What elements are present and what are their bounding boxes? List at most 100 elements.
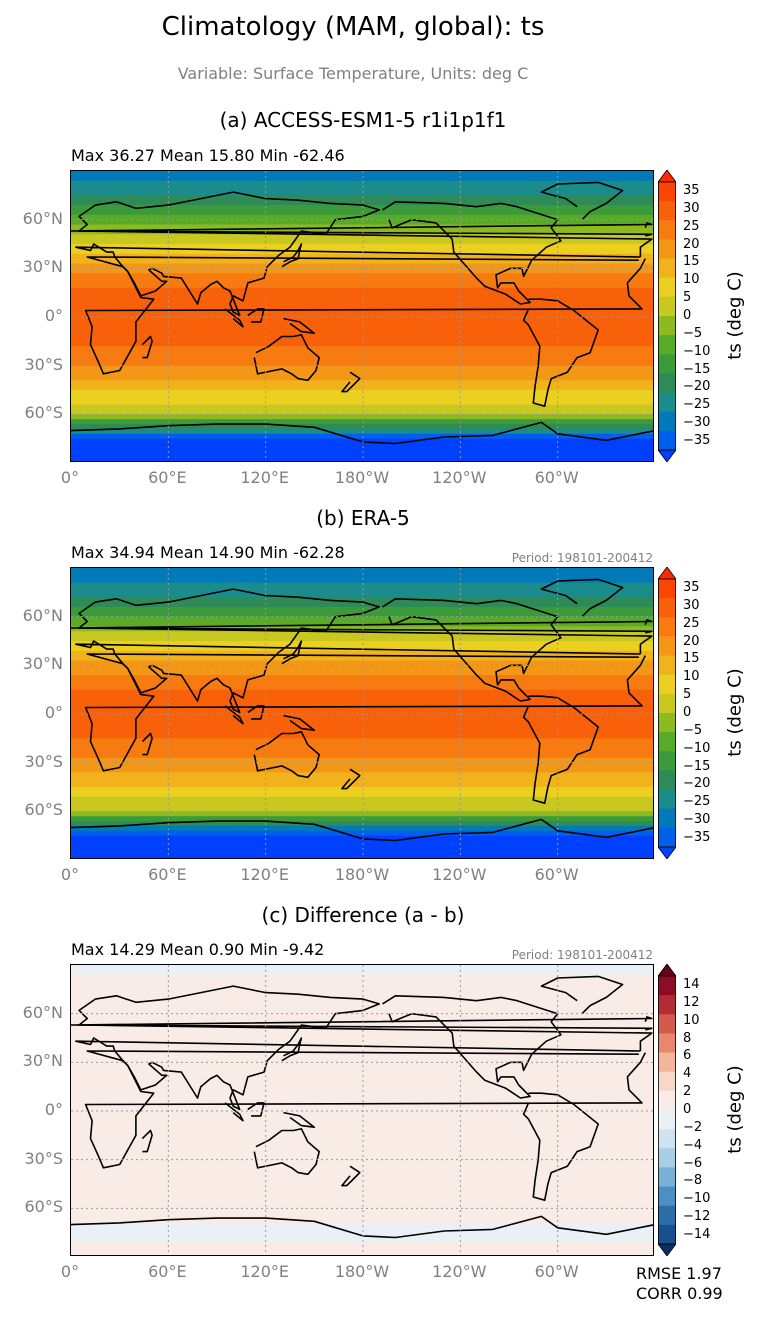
contour-band [71,602,653,608]
colorbar-extend-max [657,169,677,183]
colorbar-swatch [658,335,676,355]
contour-band [71,287,653,294]
contour-band [71,670,653,676]
coastline-1 [75,985,653,1111]
contour-band [71,650,653,657]
contour-band [71,582,653,589]
lat-tick-label: 30°S [24,1148,63,1168]
colorbar-swatch [658,1110,676,1130]
contour-band [71,806,653,812]
lon-tick-label: 120°E [240,468,289,487]
lon-tick-label: 120°W [432,865,487,884]
colorbar-tick-label: 0 [683,705,692,720]
contour-band [71,728,653,735]
colorbar-swatch [658,751,676,771]
coastline-10 [341,768,361,790]
contour-band [71,244,653,250]
panel-a-map [70,170,654,462]
colorbar-tick-label: 15 [683,651,700,667]
contour-band [71,1091,653,1097]
contour-band [71,850,653,856]
contour-band [71,592,653,598]
contour-band [71,317,653,323]
colorbar-tick-label: −14 [683,1227,711,1243]
coastline-2 [253,1128,320,1176]
colorbar-swatch [658,1090,676,1111]
contour-band [71,989,653,995]
contour-band [71,969,653,976]
coastline-7 [281,243,303,268]
coastline-1 [75,588,653,714]
contour-band [71,572,653,579]
lat-tick-label: 30°N [22,257,63,277]
contour-band [71,1149,653,1156]
lat-tick-label: 60°N [22,208,63,228]
contour-band [71,816,653,822]
contour-band [71,840,653,846]
colorbar-swatch [658,1014,676,1034]
contour-band [71,1184,653,1190]
contour-band [71,830,653,837]
contour-band [71,1242,653,1248]
contour-band [71,341,653,347]
contour-band [71,375,653,381]
lat-tick-label: 60°N [22,1002,63,1022]
lat-tick-label: 0° [44,306,63,325]
coastline-11 [247,1102,265,1117]
panel-c-title: (c) Difference (a - b) [261,903,465,927]
colorbar-tick-label: −5 [683,722,703,738]
contour-band [71,253,653,260]
colorbar-swatch [658,277,676,298]
lat-tick-label: 0° [44,703,63,722]
lon-tick-label: 180°W [334,1262,390,1281]
contour-band [71,679,653,686]
lon-tick-label: 60°W [534,468,579,487]
colorbar-tick-label: −10 [683,1191,711,1207]
coastline-8 [71,1016,653,1031]
contour-band [71,292,653,299]
difference-metrics: RMSE 1.97 CORR 0.99 [636,1264,723,1304]
colorbar-swatch [658,411,676,432]
contour-band [71,428,653,435]
colorbar-swatch [658,995,676,1015]
coastline-10 [341,371,361,393]
lon-tick-label: 0° [60,865,80,884]
colorbar-swatch [658,808,676,829]
colorbar-swatch [658,655,676,676]
figure-subtitle: Variable: Surface Temperature, Units: de… [177,64,529,83]
colorbar-swatch [658,1224,676,1245]
colorbar-frame [658,578,677,848]
contour-band [71,718,653,725]
colorbar-tick-label: −30 [683,812,711,828]
contour-band [71,699,653,705]
panel-b-map [70,567,654,859]
colorbar-swatch [658,1186,676,1207]
contour-band [71,577,653,584]
colorbar-tick-label: 5 [683,687,692,703]
panel-b-colorbar [657,566,677,860]
contour-band [71,1081,653,1088]
contour-band [71,965,653,971]
contour-band [71,1193,653,1200]
contour-band [71,994,653,1000]
gridlines [71,568,653,858]
contour-band [71,984,653,990]
contour-band [71,1154,653,1161]
coastline-2 [253,731,320,779]
lon-tick-label: 0° [60,1262,80,1281]
gridlines [71,171,653,461]
contour-band [71,443,653,449]
lat-tick-label: 60°S [24,800,63,820]
contour-band [71,791,653,798]
colorbar-swatch [658,1205,676,1226]
colorbar-extend-max [657,566,677,580]
contour-band [71,190,653,196]
contour-band [71,845,653,851]
figure-title: Climatology (MAM, global): ts [161,12,545,42]
coastline-13 [283,714,316,731]
contour-band [71,999,653,1005]
lon-tick-label: 60°E [148,1262,187,1281]
contour-band [71,675,653,681]
coastline-7 [281,640,303,665]
contour-band [71,587,653,593]
